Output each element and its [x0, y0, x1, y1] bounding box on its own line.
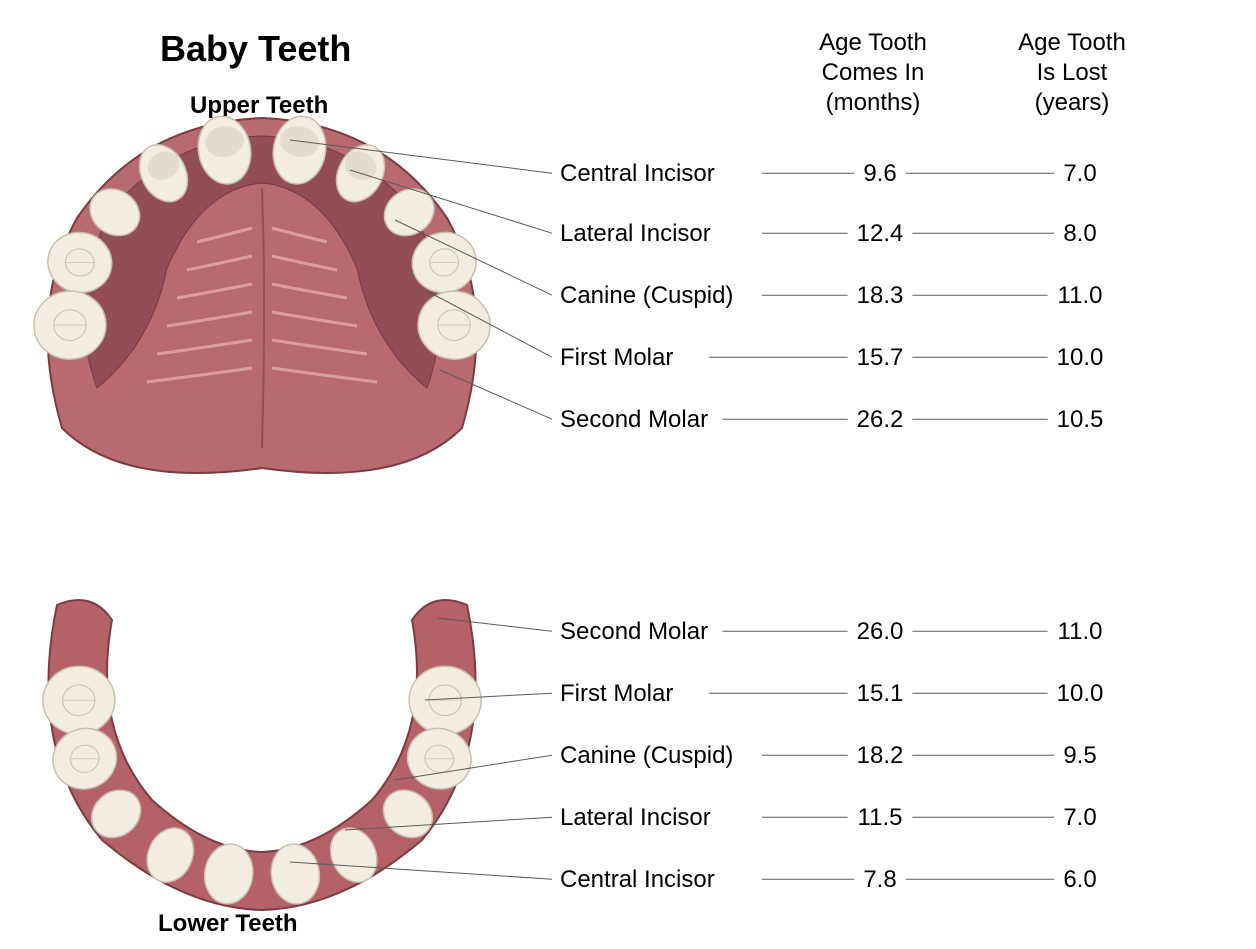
- lower-label-2: Canine (Cuspid): [560, 742, 733, 770]
- upper-label-4: Second Molar: [560, 406, 708, 434]
- upper-lost-3: 10.0: [1057, 344, 1104, 372]
- lower-comesin-4: 7.8: [863, 866, 896, 894]
- lower-lost-1: 10.0: [1057, 680, 1104, 708]
- lower-teeth-subtitle: Lower Teeth: [158, 910, 298, 938]
- upper-label-2: Canine (Cuspid): [560, 282, 733, 310]
- lower-label-1: First Molar: [560, 680, 673, 708]
- lower-comesin-3: 11.5: [858, 804, 903, 832]
- upper-comesin-2: 18.3: [857, 282, 904, 310]
- upper-lost-1: 8.0: [1063, 220, 1096, 248]
- upper-teeth-subtitle: Upper Teeth: [190, 92, 328, 120]
- lower-comesin-1: 15.1: [857, 680, 904, 708]
- lower-lost-3: 7.0: [1063, 804, 1096, 832]
- upper-comesin-4: 26.2: [857, 406, 904, 434]
- upper-comesin-1: 12.4: [857, 220, 904, 248]
- lower-lost-0: 11.0: [1058, 618, 1103, 646]
- upper-label-3: First Molar: [560, 344, 673, 372]
- upper-comesin-0: 9.6: [863, 160, 896, 188]
- lower-lost-4: 6.0: [1063, 866, 1096, 894]
- upper-lost-0: 7.0: [1063, 160, 1096, 188]
- upper-comesin-3: 15.7: [857, 344, 904, 372]
- lower-label-3: Lateral Incisor: [560, 804, 711, 832]
- upper-label-1: Lateral Incisor: [560, 220, 711, 248]
- column-header-lost: Age Tooth Is Lost (years): [1018, 28, 1126, 118]
- column-header-comes-in: Age Tooth Comes In (months): [819, 28, 927, 118]
- lower-lost-2: 9.5: [1063, 742, 1096, 770]
- upper-label-0: Central Incisor: [560, 160, 715, 188]
- upper-lost-4: 10.5: [1057, 406, 1104, 434]
- page-title: Baby Teeth: [160, 28, 351, 70]
- lower-comesin-2: 18.2: [857, 742, 904, 770]
- upper-lost-2: 11.0: [1058, 282, 1103, 310]
- lower-comesin-0: 26.0: [857, 618, 904, 646]
- lower-label-4: Central Incisor: [560, 866, 715, 894]
- lower-label-0: Second Molar: [560, 618, 708, 646]
